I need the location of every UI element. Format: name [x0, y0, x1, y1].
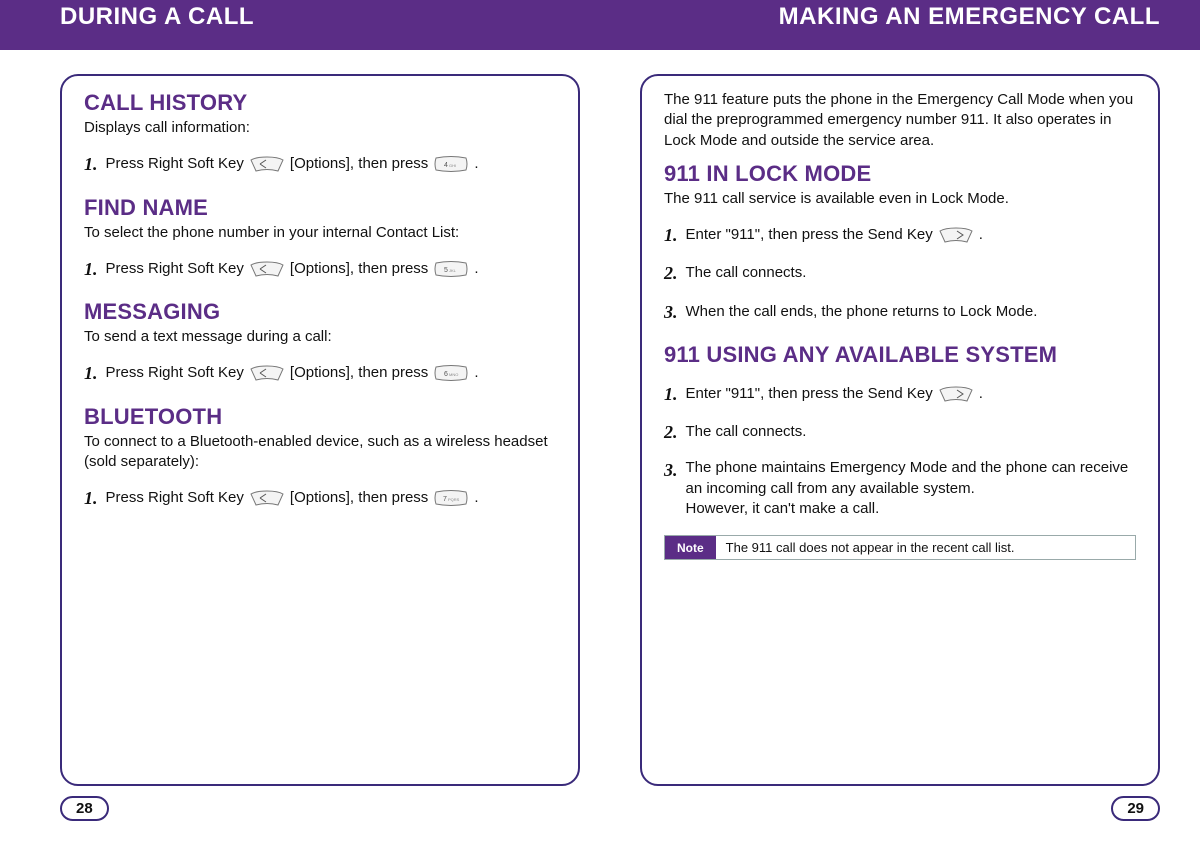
step-text: When the call ends, the phone returns to…: [686, 302, 1038, 322]
step-call-history: 1. Press Right Soft Key [Options], then …: [84, 152, 556, 176]
step-text-prefix: Press Right Soft Key: [106, 363, 244, 383]
step-number: 1.: [84, 361, 98, 385]
svg-text:PQRS: PQRS: [448, 497, 460, 502]
step-number: 2.: [664, 420, 678, 444]
section-sub-bluetooth: To connect to a Bluetooth-enabled device…: [84, 432, 556, 473]
page-footer: 28 29: [0, 790, 1200, 821]
step-911-lock-2: 2. The call connects.: [664, 261, 1136, 285]
step-period: .: [474, 154, 478, 174]
section-title-find-name: FIND NAME: [84, 195, 556, 221]
header-right-title: MAKING AN EMERGENCY CALL: [779, 0, 1160, 32]
right-soft-key-icon: [250, 490, 284, 506]
section-title-911-system: 911 USING ANY AVAILABLE SYSTEM: [664, 342, 1136, 368]
step-text-mid: [Options], then press: [290, 154, 428, 174]
svg-text:5: 5: [444, 267, 448, 274]
step-number: 1.: [84, 257, 98, 281]
step-text-prefix: Press Right Soft Key: [106, 154, 244, 174]
left-page: CALL HISTORY Displays call information: …: [60, 74, 580, 786]
step-number: 3.: [664, 458, 678, 482]
step-text-mid: [Options], then press: [290, 488, 428, 508]
step-text: The phone maintains Emergency Mode and t…: [686, 458, 1137, 519]
step-period: .: [474, 259, 478, 279]
step-text: Enter "911", then press the Send Key: [686, 384, 933, 404]
step-period: .: [474, 363, 478, 383]
svg-text:GHI: GHI: [449, 163, 456, 168]
step-period: .: [979, 225, 983, 245]
note-text: The 911 call does not appear in the rece…: [716, 536, 1135, 559]
step-text-prefix: Press Right Soft Key: [106, 259, 244, 279]
key-5-icon: 5JKL: [434, 261, 468, 277]
step-number: 1.: [84, 486, 98, 510]
step-find-name: 1. Press Right Soft Key [Options], then …: [84, 257, 556, 281]
step-bluetooth: 1. Press Right Soft Key [Options], then …: [84, 486, 556, 510]
right-content-panel: The 911 feature puts the phone in the Em…: [640, 74, 1160, 786]
right-soft-key-icon: [250, 156, 284, 172]
step-911-sys-3: 3. The phone maintains Emergency Mode an…: [664, 458, 1136, 519]
page-spread: CALL HISTORY Displays call information: …: [0, 50, 1200, 786]
section-sub-messaging: To send a text message during a call:: [84, 327, 556, 347]
step-messaging: 1. Press Right Soft Key [Options], then …: [84, 361, 556, 385]
right-soft-key-icon: [250, 261, 284, 277]
step-period: .: [979, 384, 983, 404]
page-number-left: 28: [60, 796, 109, 821]
step-period: .: [474, 488, 478, 508]
section-title-call-history: CALL HISTORY: [84, 90, 556, 116]
section-title-messaging: MESSAGING: [84, 299, 556, 325]
header-left-title: DURING A CALL: [60, 0, 254, 32]
step-911-lock-3: 3. When the call ends, the phone returns…: [664, 300, 1136, 324]
step-911-sys-1: 1. Enter "911", then press the Send Key …: [664, 382, 1136, 406]
section-title-bluetooth: BLUETOOTH: [84, 404, 556, 430]
step-911-lock-1: 1. Enter "911", then press the Send Key …: [664, 223, 1136, 247]
svg-text:6: 6: [444, 371, 448, 378]
intro-text: The 911 feature puts the phone in the Em…: [664, 90, 1136, 151]
svg-text:JKL: JKL: [449, 268, 457, 273]
page-number-right: 29: [1111, 796, 1160, 821]
step-number: 3.: [664, 300, 678, 324]
step-number: 1.: [84, 152, 98, 176]
step-text-prefix: Press Right Soft Key: [106, 488, 244, 508]
section-sub-911-lock: The 911 call service is available even i…: [664, 189, 1136, 209]
right-page: The 911 feature puts the phone in the Em…: [640, 74, 1160, 786]
step-text-mid: [Options], then press: [290, 363, 428, 383]
key-7-icon: 7PQRS: [434, 490, 468, 506]
step-text: Enter "911", then press the Send Key: [686, 225, 933, 245]
svg-text:7: 7: [443, 496, 447, 503]
step-number: 1.: [664, 382, 678, 406]
section-sub-find-name: To select the phone number in your inter…: [84, 223, 556, 243]
section-title-911-lock: 911 IN LOCK MODE: [664, 161, 1136, 187]
section-sub-call-history: Displays call information:: [84, 118, 556, 138]
step-text: The call connects.: [686, 263, 807, 283]
step-number: 2.: [664, 261, 678, 285]
note-box: Note The 911 call does not appear in the…: [664, 535, 1136, 560]
step-911-sys-2: 2. The call connects.: [664, 420, 1136, 444]
left-content-panel: CALL HISTORY Displays call information: …: [60, 74, 580, 786]
send-key-icon: [939, 386, 973, 402]
svg-text:MNO: MNO: [449, 372, 458, 377]
key-4-icon: 4GHI: [434, 156, 468, 172]
send-key-icon: [939, 227, 973, 243]
step-text-mid: [Options], then press: [290, 259, 428, 279]
svg-text:4: 4: [444, 162, 448, 169]
page-header: DURING A CALL MAKING AN EMERGENCY CALL: [0, 0, 1200, 50]
key-6-icon: 6MNO: [434, 365, 468, 381]
note-label: Note: [665, 536, 716, 559]
right-soft-key-icon: [250, 365, 284, 381]
step-number: 1.: [664, 223, 678, 247]
step-text: The call connects.: [686, 422, 807, 442]
